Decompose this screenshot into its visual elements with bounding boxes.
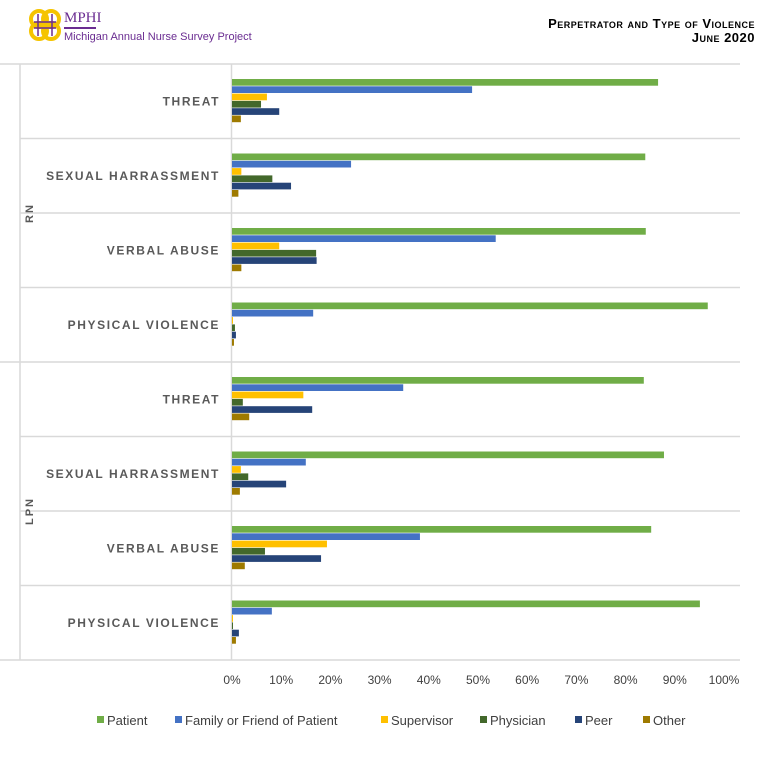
bar-peer [232,182,292,190]
bar-patient [232,377,644,384]
bar-patient [232,153,646,161]
legend-swatch [175,716,182,723]
category-label: PHYSICAL VIOLENCE [68,616,220,630]
bar-supervisor [232,540,327,548]
legend-swatch [480,716,487,723]
bar-patient [232,79,659,86]
bar-supervisor [232,391,304,399]
bar-family-or-friend-of-patient [232,458,306,466]
legend-label: Peer [585,713,613,728]
x-tick-label: 90% [663,673,687,687]
bar-patient [232,228,646,235]
legend-label: Family or Friend of Patient [185,713,338,728]
bar-supervisor [232,615,233,622]
bar-physician [232,547,265,555]
group-label-rn: RN [24,203,36,223]
legend-label: Patient [107,713,148,728]
x-tick-label: 80% [614,673,638,687]
legend-swatch [575,716,582,723]
bar-other [232,115,241,123]
bar-family-or-friend-of-patient [232,309,314,317]
bar-other [232,413,250,421]
chart-title-line1: Perpetrator and Type of Violence [548,16,755,31]
bar-supervisor [232,93,267,101]
bar-peer [232,331,236,339]
x-tick-label: 50% [466,673,490,687]
legend-label: Physician [490,713,546,728]
bar-supervisor [232,317,233,324]
mphi-logo-icon [29,9,61,41]
bar-supervisor [232,466,241,473]
bar-other [232,637,236,644]
bar-family-or-friend-of-patient [232,607,272,615]
x-tick-label: 70% [564,673,588,687]
category-label: PHYSICAL VIOLENCE [68,318,220,332]
bar-supervisor [232,168,242,175]
category-label: VERBAL ABUSE [107,541,220,555]
bar-patient [232,526,652,533]
category-label: THREAT [163,392,220,406]
bar-family-or-friend-of-patient [232,235,496,242]
bar-peer [232,108,280,115]
bar-physician [232,100,262,108]
x-tick-label: 10% [269,673,293,687]
bar-physician [232,175,273,183]
bar-patient [232,302,708,310]
legend-swatch [381,716,388,723]
logo-underline [64,27,96,29]
bar-physician [232,473,249,481]
bar-peer [232,257,317,264]
bar-supervisor [232,242,280,250]
x-tick-label: 20% [318,673,342,687]
bar-other [232,339,234,346]
bar-physician [232,324,235,332]
bar-family-or-friend-of-patient [232,160,352,168]
bar-peer [232,629,239,637]
category-label: SEXUAL HARRASSMENT [46,169,220,183]
legend-swatch [643,716,650,723]
legend-label: Supervisor [391,713,454,728]
bar-patient [232,600,700,608]
bar-physician [232,398,243,406]
bar-physician [232,249,317,257]
bar-other [232,190,239,197]
category-label: VERBAL ABUSE [107,243,220,257]
bar-patient [232,451,664,459]
bar-peer [232,406,313,413]
category-label: THREAT [163,94,220,108]
bar-peer [232,555,322,562]
legend-swatch [97,716,104,723]
bar-physician [232,622,233,630]
bar-other [232,562,245,570]
legend-label: Other [653,713,686,728]
bar-other [232,488,240,495]
group-label-lpn: LPN [24,497,36,525]
bar-family-or-friend-of-patient [232,384,404,391]
x-tick-label: 40% [417,673,441,687]
bar-other [232,264,242,272]
x-tick-label: 100% [709,673,740,687]
logo-subtitle: Michigan Annual Nurse Survey Project [64,31,252,43]
chart-title-line2: June 2020 [691,30,755,45]
x-tick-label: 30% [368,673,392,687]
chart-title: Perpetrator and Type of Violence June 20… [548,17,755,45]
category-label: SEXUAL HARRASSMENT [46,467,220,481]
bar-family-or-friend-of-patient [232,86,473,93]
logo-name: MPHI [64,10,102,26]
bar-peer [232,480,287,488]
mphi-logo: MPHI Michigan Annual Nurse Survey Projec… [28,8,252,48]
x-tick-label: 0% [223,673,241,687]
x-tick-label: 60% [515,673,539,687]
bar-family-or-friend-of-patient [232,533,420,540]
